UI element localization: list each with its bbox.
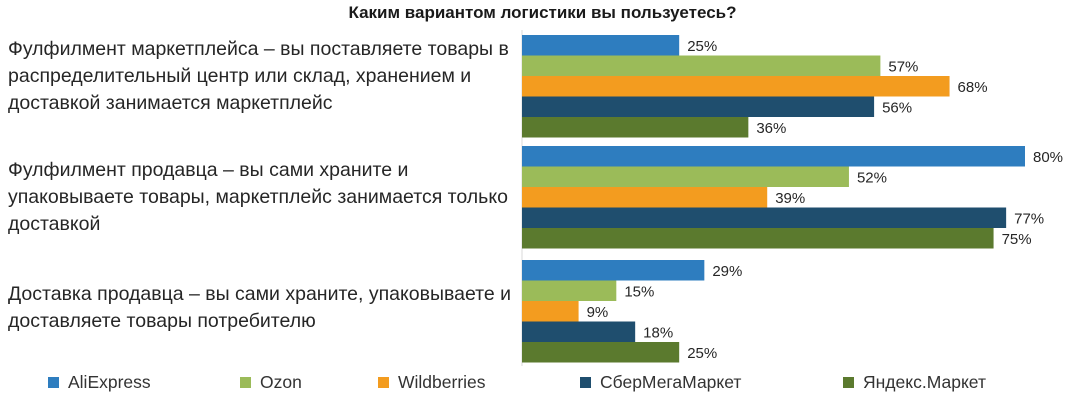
bar-1-яндекс-маркет <box>522 117 749 138</box>
data-label-1-1: 25% <box>687 38 717 55</box>
legend-item: Яндекс.Маркет <box>843 372 986 393</box>
legend-item: СберМегаМаркет <box>580 372 741 393</box>
legend-item: Ozon <box>240 372 302 393</box>
bar-3-aliexpress <box>522 260 705 281</box>
legend: AliExpress Ozon Wildberries СберМегаМаркет Я… <box>0 372 1085 402</box>
data-label-1-3: 68% <box>958 79 988 96</box>
bar-2-яндекс-маркет <box>522 228 994 249</box>
data-label-1-2: 57% <box>888 58 918 75</box>
legend-label: Ozon <box>260 372 302 392</box>
data-label-2-5: 75% <box>1002 231 1032 248</box>
legend-label: Wildberries <box>398 372 486 392</box>
data-label-1-4: 56% <box>882 99 912 116</box>
data-label-2-1: 80% <box>1033 149 1063 166</box>
bar-3-яндекс-маркет <box>522 342 680 363</box>
bar-2-ozon <box>522 166 849 187</box>
category-label-seller-delivery: Доставка продавца – вы сами храните, упа… <box>8 283 512 332</box>
data-label-1-5: 36% <box>756 120 786 137</box>
legend-swatch <box>240 377 251 388</box>
legend-swatch <box>580 377 591 388</box>
legend-label: СберМегаМаркет <box>600 372 742 392</box>
data-label-3-5: 25% <box>687 345 717 362</box>
bar-2-wildberries <box>522 187 768 208</box>
data-label-2-3: 39% <box>775 190 805 207</box>
legend-swatch <box>843 377 854 388</box>
bar-3-wildberries <box>522 301 579 322</box>
category-label-fulfillment-seller: Фулфилмент продавца – вы сами храните и … <box>8 159 508 235</box>
data-label-2-4: 77% <box>1014 210 1044 227</box>
chart-title: Каким вариантом логистики вы пользуетесь… <box>348 3 737 22</box>
legend-swatch <box>48 377 59 388</box>
legend-item: Wildberries <box>378 372 486 393</box>
data-label-2-2: 52% <box>857 169 887 186</box>
bar-1-ozon <box>522 55 881 76</box>
data-label-3-1: 29% <box>712 263 742 280</box>
bar-2-сбермегамаркет <box>522 207 1007 228</box>
data-label-3-4: 18% <box>643 324 673 341</box>
bar-3-ozon <box>522 280 617 301</box>
legend-label: AliExpress <box>68 372 151 392</box>
bar-plot: 25% 57% 68% 56% 36% 80% 52% 39% 77% 75% 29% 15% 9% 18… <box>521 30 1063 366</box>
bar-2-aliexpress <box>522 146 1025 167</box>
bar-1-сбермегамаркет <box>522 96 875 117</box>
legend-label: Яндекс.Маркет <box>863 372 986 392</box>
data-label-3-3: 9% <box>587 304 609 321</box>
bar-1-wildberries <box>522 76 950 97</box>
data-label-3-2: 15% <box>624 283 654 300</box>
legend-item: AliExpress <box>48 372 151 393</box>
category-label-fulfillment-marketplace: Фулфилмент маркетплейса – вы поставляете… <box>8 38 509 114</box>
bar-1-aliexpress <box>522 35 680 56</box>
bar-3-сбермегамаркет <box>522 321 636 342</box>
legend-swatch <box>378 377 389 388</box>
